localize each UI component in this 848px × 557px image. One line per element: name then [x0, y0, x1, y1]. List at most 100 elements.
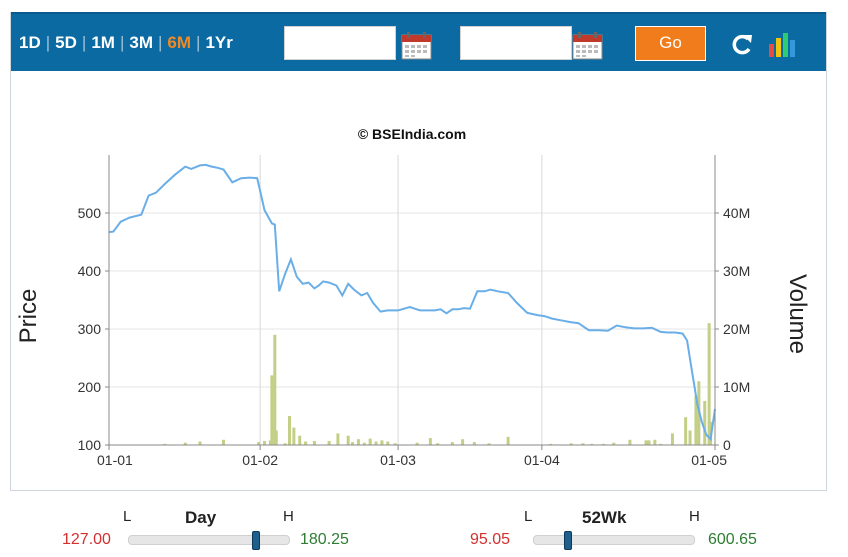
volume-bar	[487, 443, 491, 445]
volume-bars	[107, 323, 713, 446]
volume-bar	[312, 440, 316, 445]
y-tick-label: 500	[78, 205, 102, 221]
volume-bar	[628, 439, 632, 445]
week52-low-label: L	[524, 508, 533, 525]
volume-bar	[274, 430, 278, 445]
volume-bar	[346, 435, 350, 445]
volume-bar	[336, 433, 340, 445]
volume-bar	[688, 430, 692, 445]
volume-bar	[257, 442, 261, 445]
x-tick-label: 01-05	[691, 452, 727, 468]
volume-bar	[362, 442, 366, 445]
volume-bar	[612, 442, 616, 445]
volume-bar	[590, 443, 594, 445]
volume-bar	[287, 416, 291, 445]
day-range-track	[128, 531, 290, 550]
volume-bar	[386, 441, 390, 445]
calendar-icon[interactable]	[572, 32, 603, 60]
y-tick-label: 400	[78, 263, 102, 279]
volume-bar	[647, 440, 651, 445]
x-tick-label: 01-04	[524, 452, 560, 468]
x-tick-label: 01-03	[380, 452, 416, 468]
range-selector: 1D | 5D | 1M | 3M | 6M | 1Yr	[19, 33, 233, 52]
chart-panel: 1D | 5D | 1M | 3M | 6M | 1Yr Go	[10, 12, 827, 491]
y2-tick-label: 0	[723, 437, 731, 453]
y-tick-label: 100	[78, 437, 102, 453]
week52-high-label: H	[689, 508, 700, 525]
bar-chart-icon[interactable]	[767, 30, 797, 60]
chart-toolbar: 1D | 5D | 1M | 3M | 6M | 1Yr Go	[11, 12, 826, 71]
volume-bar	[351, 442, 355, 445]
week52-range-title: 52Wk	[582, 508, 627, 527]
volume-bar	[653, 439, 657, 445]
volume-bar	[506, 436, 510, 445]
volume-bar	[644, 440, 648, 445]
day-high-value: 180.25	[300, 531, 349, 548]
volume-bar	[450, 442, 454, 445]
volume-bar	[304, 441, 308, 445]
y2-tick-label: 10M	[723, 379, 750, 395]
day-low-value: 127.00	[62, 531, 111, 548]
volume-bar	[436, 443, 440, 445]
volume-bar	[670, 433, 674, 445]
day-range-thumb	[252, 531, 261, 550]
y-tick-label: 200	[78, 379, 102, 395]
volume-bar	[380, 440, 384, 445]
volume-bar	[415, 442, 419, 445]
volume-bar	[684, 417, 688, 445]
range-1yr[interactable]: 1Yr	[205, 33, 233, 52]
volume-bar	[163, 443, 167, 445]
price-line	[108, 163, 716, 442]
chart-title: © BSEIndia.com	[358, 126, 466, 142]
y2-tick-label: 30M	[723, 263, 750, 279]
volume-bar	[263, 440, 267, 445]
go-button[interactable]: Go	[635, 26, 706, 61]
volume-bar	[694, 395, 698, 445]
volume-bar	[461, 439, 465, 445]
refresh-icon[interactable]	[727, 30, 757, 60]
day-high-label: H	[283, 508, 294, 525]
y2-axis-label: Volume	[784, 274, 811, 354]
range-1d[interactable]: 1D	[19, 33, 41, 52]
volume-bar	[270, 375, 274, 445]
volume-bar	[368, 438, 372, 445]
volume-bar	[707, 323, 711, 445]
day-low-label: L	[123, 508, 132, 525]
to-date-input[interactable]	[460, 26, 572, 60]
week52-high-value: 600.65	[708, 531, 757, 548]
volume-bar	[393, 443, 397, 445]
volume-bar	[581, 443, 585, 445]
volume-bar	[374, 441, 378, 445]
range-6m[interactable]: 6M	[167, 33, 192, 52]
x-tick-label: 01-02	[242, 452, 278, 468]
volume-bar	[428, 438, 432, 445]
week52-range-thumb	[563, 531, 572, 550]
y-axis-label: Price	[15, 289, 42, 344]
volume-bar	[549, 443, 553, 445]
axes: 100 200 300 400 500 0 10M 20M 30M 40M 01-01 01-02 01…	[78, 155, 750, 468]
volume-bar	[298, 435, 302, 445]
range-5d[interactable]: 5D	[55, 33, 77, 52]
week52-low-value: 95.05	[470, 531, 511, 548]
volume-bar	[703, 400, 707, 445]
volume-bar	[601, 443, 605, 445]
volume-bar	[221, 439, 225, 445]
range-1m[interactable]: 1M	[91, 33, 115, 52]
volume-bar	[472, 442, 476, 445]
volume-bar	[283, 443, 287, 445]
y2-tick-label: 20M	[723, 321, 750, 337]
calendar-icon[interactable]	[401, 32, 432, 60]
volume-bar	[356, 439, 360, 445]
range-bars: L Day H 127.00 180.25 L 52Wk H 95.05 600…	[0, 500, 848, 557]
y-tick-label: 300	[78, 321, 102, 337]
range-3m[interactable]: 3M	[129, 33, 153, 52]
y2-tick-label: 40M	[723, 205, 750, 221]
x-tick-label: 01-01	[97, 452, 133, 468]
day-range-title: Day	[185, 508, 217, 527]
volume-bar	[198, 441, 202, 445]
from-date-input[interactable]	[284, 26, 396, 60]
grid	[108, 155, 716, 446]
volume-bar	[569, 443, 573, 445]
week52-range-track	[533, 531, 695, 550]
volume-bar	[183, 442, 187, 445]
